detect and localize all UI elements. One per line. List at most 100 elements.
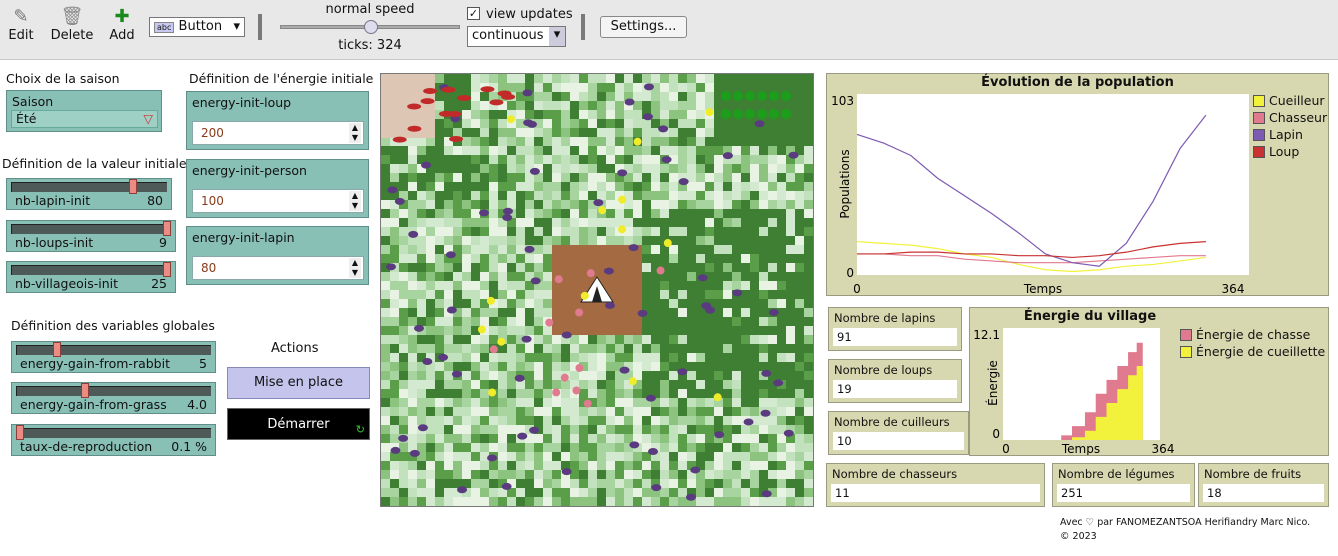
- grass-patch: [795, 119, 805, 129]
- number-field[interactable]: 200 ▲ ▼: [192, 121, 364, 145]
- grass-patch: [390, 344, 400, 354]
- slider-nb-villageois-init[interactable]: nb-villageois-init 25: [6, 261, 176, 293]
- grass-patch: [723, 326, 733, 336]
- slider-knob[interactable]: [163, 221, 171, 236]
- slider-knob[interactable]: [53, 342, 62, 357]
- stepper-icon[interactable]: ▲ ▼: [349, 191, 361, 211]
- energy-plot[interactable]: Énergie du village 12.1 0 0 364 Temps Énergie…: [969, 307, 1329, 456]
- update-mode-select[interactable]: continuous ▾: [467, 26, 566, 47]
- go-button[interactable]: Démarrer ↻: [227, 408, 370, 440]
- grass-patch: [453, 452, 463, 462]
- grass-patch: [777, 254, 787, 264]
- population-plot[interactable]: Évolution de la population 103 0 0 364 Temps…: [826, 73, 1329, 296]
- grass-patch: [390, 281, 400, 291]
- grass-patch: [471, 209, 481, 219]
- grass-patch: [804, 308, 814, 318]
- speed-slider[interactable]: [280, 20, 460, 34]
- grass-patch: [795, 209, 805, 219]
- grass-patch: [642, 101, 652, 111]
- number-field[interactable]: 80 ▲ ▼: [192, 256, 364, 280]
- grass-patch: [786, 443, 796, 453]
- setup-button[interactable]: Mise en place: [227, 367, 370, 399]
- grass-patch: [741, 218, 751, 228]
- slider-nb-loups-init[interactable]: nb-loups-init 9: [6, 220, 176, 252]
- series-line-lapin: [856, 114, 1207, 267]
- widget-type-select[interactable]: abc Button ▾: [149, 17, 245, 37]
- grass-patch: [435, 236, 445, 246]
- grass-patch: [471, 488, 481, 498]
- grass-patch: [462, 479, 472, 489]
- grass-patch: [471, 479, 481, 489]
- grass-patch: [804, 227, 814, 237]
- grass-patch: [750, 452, 760, 462]
- grass-patch: [417, 218, 427, 228]
- grass-patch: [768, 137, 778, 147]
- slider-knob[interactable]: [163, 262, 171, 277]
- grass-patch: [777, 281, 787, 291]
- grass-patch: [714, 425, 724, 435]
- hunter: [583, 399, 592, 408]
- grass-patch: [498, 434, 508, 444]
- grass-patch: [570, 200, 580, 210]
- grass-patch: [381, 389, 391, 399]
- season-chooser[interactable]: Saison Été ▽: [6, 90, 162, 132]
- grass-patch: [723, 128, 733, 138]
- grass-patch: [381, 173, 391, 183]
- grass-patch: [453, 344, 463, 354]
- grass-patch: [543, 470, 553, 480]
- grass-patch: [777, 470, 787, 480]
- grass-patch: [750, 290, 760, 300]
- stepper-icon[interactable]: ▲ ▼: [349, 123, 361, 143]
- grass-patch: [669, 110, 679, 120]
- grass-patch: [426, 227, 436, 237]
- grass-patch: [390, 245, 400, 255]
- grass-patch: [606, 371, 616, 381]
- slider-knob[interactable]: [129, 179, 138, 194]
- grass-patch: [444, 290, 454, 300]
- add-button[interactable]: ✚ Add: [109, 6, 135, 43]
- grass-patch: [381, 452, 391, 462]
- input-energy-init-person[interactable]: energy-init-person 100 ▲ ▼: [186, 159, 369, 218]
- edit-button[interactable]: ✎ Edit: [6, 6, 36, 43]
- grass-patch: [588, 443, 598, 453]
- view-updates-checkbox[interactable]: ✓: [467, 7, 480, 20]
- delete-button[interactable]: 🗑 Delete: [50, 6, 94, 43]
- gatherer: [663, 239, 672, 248]
- grass-patch: [507, 362, 517, 372]
- slider-nb-lapin-init[interactable]: nb-lapin-init 80: [6, 178, 172, 210]
- grass-patch: [615, 479, 625, 489]
- slider-knob[interactable]: [16, 425, 24, 440]
- input-value: 80: [201, 261, 217, 275]
- grass-patch: [399, 236, 409, 246]
- grass-patch: [597, 119, 607, 129]
- grass-patch: [723, 497, 733, 507]
- speed-slider-knob[interactable]: [364, 20, 378, 34]
- grass-patch: [786, 191, 796, 201]
- grass-patch: [561, 434, 571, 444]
- grass-patch: [399, 191, 409, 201]
- settings-button[interactable]: Settings...: [600, 16, 687, 38]
- slider-energy-gain-from-rabbit[interactable]: energy-gain-from-rabbit 5: [11, 341, 216, 373]
- season-select[interactable]: Été ▽: [11, 110, 158, 128]
- grass-patch: [687, 416, 697, 426]
- grass-patch: [435, 488, 445, 498]
- slider-energy-gain-from-grass[interactable]: energy-gain-from-grass 4.0: [11, 382, 216, 414]
- slider-knob[interactable]: [81, 383, 90, 398]
- grass-patch: [543, 299, 553, 309]
- grass-patch: [507, 200, 517, 210]
- grass-patch: [705, 263, 715, 273]
- grass-patch: [597, 497, 607, 507]
- grass-patch: [678, 110, 688, 120]
- input-energy-init-loup[interactable]: energy-init-loup 200 ▲ ▼: [186, 91, 369, 150]
- world-view[interactable]: [380, 73, 814, 507]
- slider-taux-de-reproduction[interactable]: taux-de-reproduction 0.1 %: [11, 424, 216, 456]
- number-field[interactable]: 100 ▲ ▼: [192, 189, 364, 213]
- grass-patch: [426, 416, 436, 426]
- input-energy-init-lapin[interactable]: energy-init-lapin 80 ▲ ▼: [186, 226, 369, 285]
- grass-patch: [453, 434, 463, 444]
- grass-patch: [615, 92, 625, 102]
- grass-patch: [732, 209, 742, 219]
- stepper-icon[interactable]: ▲ ▼: [349, 258, 361, 278]
- grass-patch: [597, 164, 607, 174]
- grass-patch: [660, 326, 670, 336]
